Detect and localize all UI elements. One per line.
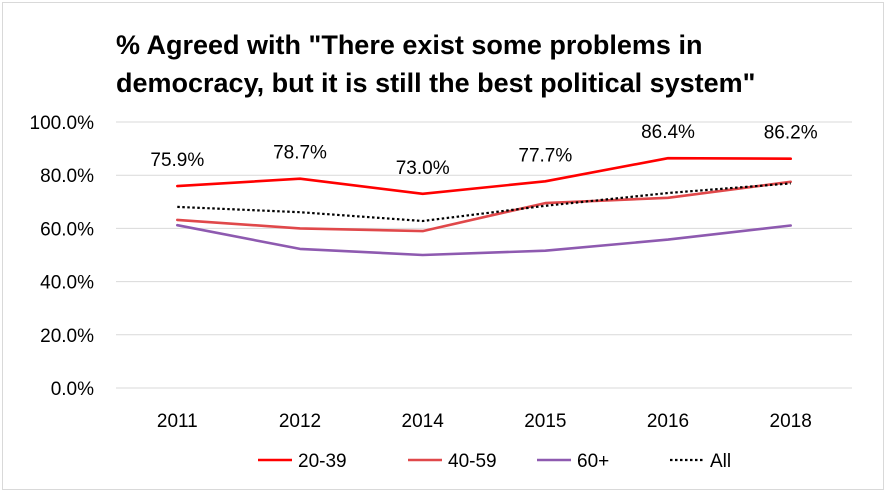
- y-tick-label: 100.0%: [30, 113, 95, 134]
- series-line-All: [177, 182, 791, 223]
- y-tick-label: 60.0%: [40, 219, 94, 240]
- x-tick-label: 2011: [157, 411, 198, 432]
- x-tick-label: 2016: [647, 411, 689, 432]
- x-tick-label: 2012: [279, 411, 321, 432]
- x-tick-label: 2014: [402, 411, 445, 432]
- chart-title: % Agreed with "There exist some problems…: [116, 30, 756, 98]
- data-label: 73.0%: [396, 158, 450, 179]
- series-line-40-59: [176, 180, 793, 233]
- series-line-60+: [176, 223, 793, 257]
- y-tick-label: 20.0%: [40, 326, 94, 347]
- data-label: 86.2%: [764, 123, 818, 144]
- series-line-20-39: [176, 156, 793, 196]
- data-label: 78.7%: [273, 143, 327, 164]
- legend-label: All: [710, 451, 731, 472]
- y-tick-label: 40.0%: [40, 273, 94, 294]
- legend-label: 40-59: [448, 451, 497, 472]
- data-label: 77.7%: [518, 145, 572, 166]
- y-tick-label: 80.0%: [40, 166, 94, 187]
- y-tick-label: 0.0%: [51, 379, 94, 400]
- x-tick-label: 2018: [770, 411, 812, 432]
- x-tick-label: 2015: [524, 411, 566, 432]
- data-label: 86.4%: [641, 122, 695, 143]
- legend-label: 60+: [577, 451, 609, 472]
- legend-label: 20-39: [298, 451, 347, 472]
- data-label: 75.9%: [150, 150, 204, 171]
